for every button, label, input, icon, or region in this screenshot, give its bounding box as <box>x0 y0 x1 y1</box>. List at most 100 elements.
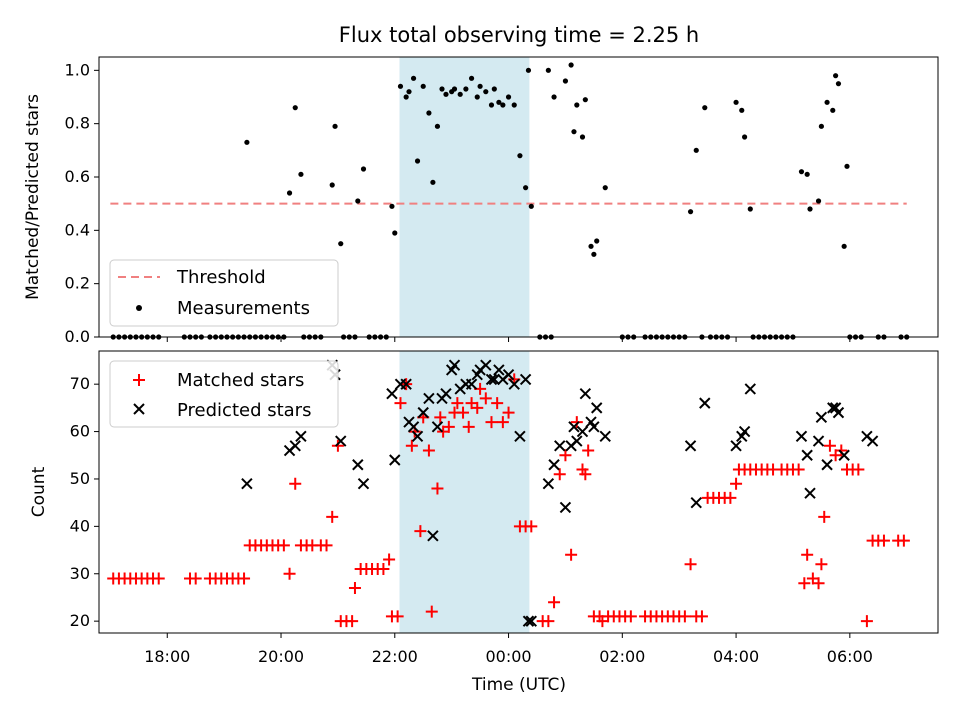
matched-star-point <box>678 610 691 623</box>
measurement-point <box>403 94 409 100</box>
measurement-point <box>841 243 847 249</box>
matched-star-point <box>496 416 509 429</box>
measurement-point <box>602 185 608 191</box>
top-y-tick-label: 0.4 <box>65 220 90 239</box>
predicted-star-point <box>838 449 850 461</box>
measurement-point <box>742 134 748 140</box>
matched-star-point <box>277 539 290 552</box>
predicted-star-point <box>730 440 742 452</box>
matched-star-point <box>792 463 805 476</box>
x-tick-label: 00:00 <box>485 647 531 666</box>
top-legend: Threshold Measurements <box>109 259 339 327</box>
measurement-point <box>392 230 398 236</box>
measurement-point <box>807 206 813 212</box>
measurement-point <box>588 243 594 249</box>
predicted-star-point <box>815 411 828 424</box>
bottom-y-tick-label: 60 <box>70 422 90 441</box>
measurement-point <box>815 198 822 204</box>
predicted-star-point <box>389 454 401 466</box>
matched-star-point <box>462 420 475 433</box>
bottom-y-tick-label: 20 <box>70 611 90 630</box>
predicted-star-point <box>295 430 307 443</box>
matched-star-point <box>346 615 359 628</box>
matched-star-point <box>491 397 504 410</box>
matched-star-point <box>485 416 498 429</box>
matched-star-point <box>434 411 447 424</box>
measurement-point <box>488 102 495 108</box>
chart-title: Flux total observing time = 2.25 h <box>339 23 699 47</box>
matched-star-point <box>695 610 708 623</box>
measurement-point <box>568 62 574 68</box>
matched-star-point <box>320 539 333 552</box>
predicted-star-point <box>591 402 603 414</box>
measurement-point <box>332 123 338 129</box>
matched-star-point <box>553 468 566 481</box>
top-y-tick-label: 0.2 <box>65 274 90 293</box>
predicted-star-point <box>576 425 589 438</box>
measurement-point <box>687 209 694 215</box>
legend-measurements-swatch <box>136 305 142 311</box>
matched-star-point <box>860 615 873 628</box>
x-tick-label: 22:00 <box>372 647 418 666</box>
matched-star-point <box>579 468 592 481</box>
measurement-point <box>551 94 557 100</box>
predicted-star-point <box>699 397 711 409</box>
matched-star-point <box>451 397 464 410</box>
predicted-star-point <box>568 421 580 433</box>
predicted-star-point <box>554 440 566 452</box>
measurement-point <box>491 86 497 92</box>
measurement-point <box>483 89 489 95</box>
top-y-tick-label: 0.6 <box>65 167 90 186</box>
matched-star-point <box>377 563 390 576</box>
predicted-star-point <box>352 459 364 471</box>
measurement-point <box>477 83 483 89</box>
measurement-point <box>451 86 458 92</box>
measurement-point <box>406 89 412 95</box>
measurement-point <box>833 73 839 79</box>
matched-star-point <box>331 439 344 452</box>
matched-star-point <box>835 444 848 457</box>
measurement-point <box>804 171 810 177</box>
predicted-star-point <box>502 368 515 381</box>
measurement-point <box>830 107 836 113</box>
predicted-star-point <box>571 435 583 447</box>
matched-star-point <box>283 567 296 580</box>
top-y-tick-label: 0.0 <box>65 327 90 346</box>
predicted-star-point <box>832 406 845 419</box>
matched-star-point <box>394 397 407 410</box>
predicted-star-point <box>488 373 501 386</box>
predicted-star-point <box>795 430 808 443</box>
bottom-y-tick-label: 50 <box>70 469 90 488</box>
matched-star-point <box>238 572 251 585</box>
matched-star-point <box>730 477 743 490</box>
top-plot-frame <box>98 56 939 338</box>
predicted-star-point <box>542 477 555 490</box>
measurement-point <box>702 105 708 111</box>
measurement-point <box>835 81 842 87</box>
measurement-point <box>562 78 569 84</box>
matched-star-point <box>570 416 583 429</box>
measurement-point <box>818 123 824 129</box>
x-tick-label: 18:00 <box>144 647 190 666</box>
top-y-tick-label: 1.0 <box>65 60 90 79</box>
legend-predicted-swatch <box>133 403 145 415</box>
measurement-point <box>463 86 469 92</box>
top-panel: 0.0 0.2 0.4 0.6 0.8 1.0 <box>65 56 939 346</box>
matched-star-point <box>823 439 836 452</box>
measurement-point <box>298 171 304 177</box>
predicted-star-point <box>804 487 816 499</box>
measurement-point <box>500 102 506 108</box>
predicted-star-point <box>289 440 301 452</box>
bottom-y-tick-label: 30 <box>70 564 90 583</box>
predicted-star-point <box>588 421 600 433</box>
predicted-star-point <box>684 440 697 452</box>
measurement-point <box>286 190 293 196</box>
matched-star-point <box>425 605 438 618</box>
predicted-star-point <box>431 421 444 433</box>
x-tick-label: 02:00 <box>599 647 645 666</box>
x-tick-label: 06:00 <box>827 647 873 666</box>
predicted-star-point <box>357 477 370 490</box>
measurement-point <box>414 158 421 164</box>
measurement-point <box>579 134 586 140</box>
